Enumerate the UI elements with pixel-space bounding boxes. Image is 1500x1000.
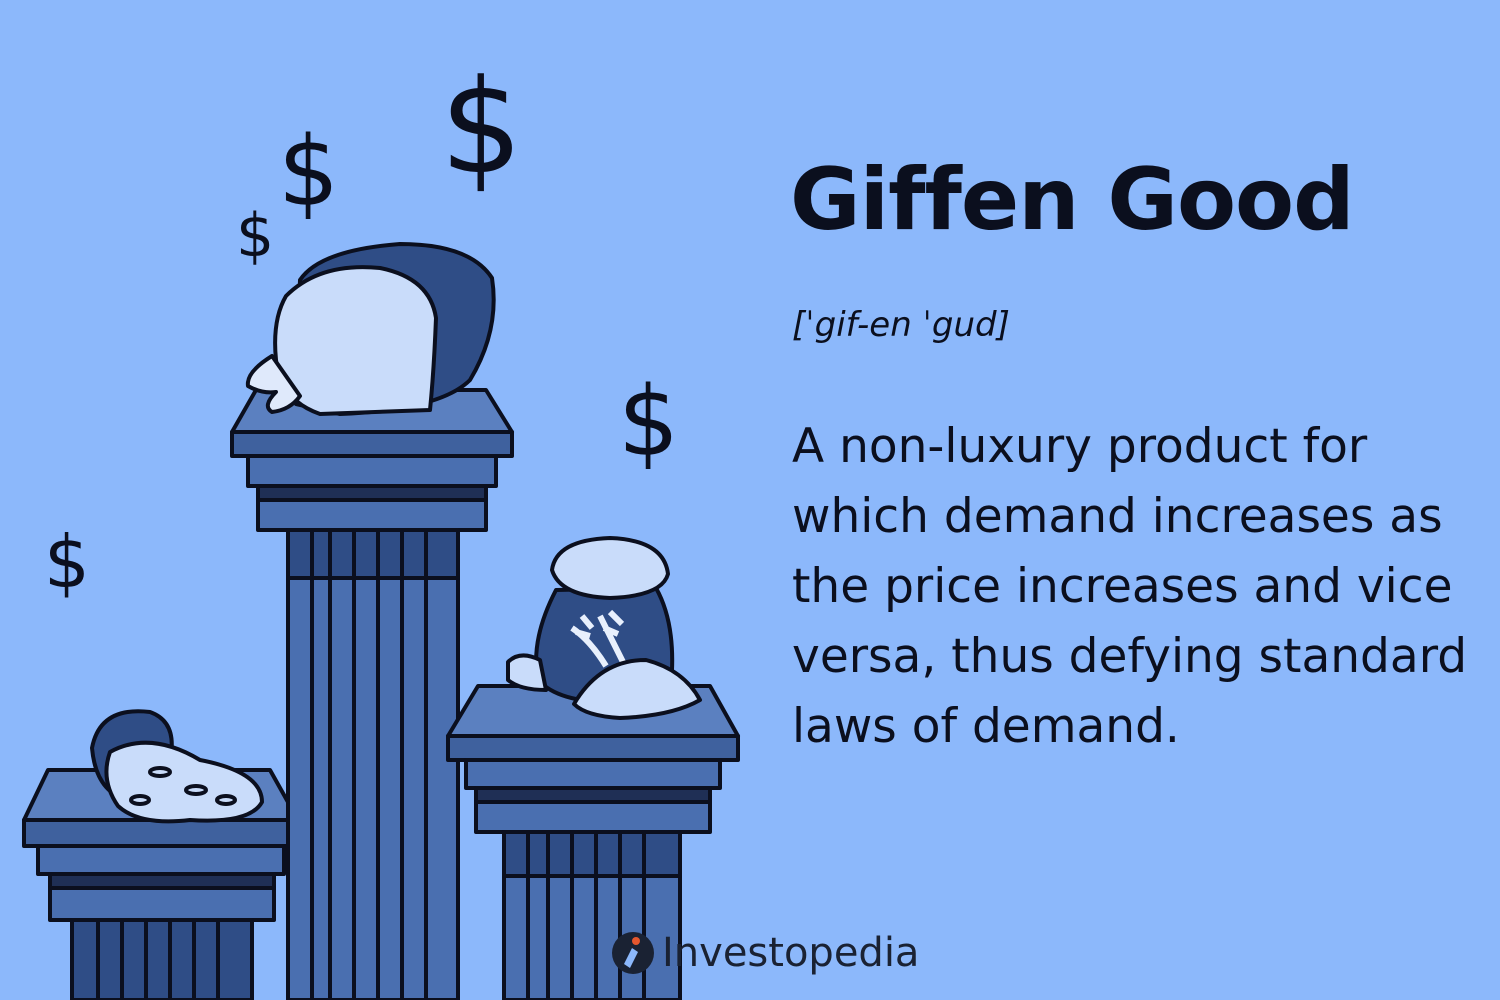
bread-loaf [245,242,496,416]
rice-bag-spilled [90,709,264,824]
pronunciation: [ˈgif-en ˈgud] [792,305,1010,345]
investopedia-icon [612,932,654,974]
definition-text: A non-luxury product for which demand in… [792,419,1468,754]
brand-name: Investopedia [662,930,920,976]
dollar-sign-large: $ [440,51,523,203]
page-title: Giffen Good [790,150,1355,250]
dollar-sign-left: $ [44,520,90,604]
left-pillar [22,768,300,1000]
investopedia-logo: Investopedia [610,930,919,976]
dollar-sign-right: $ [618,366,680,478]
grain-sack [506,536,702,720]
dollar-sign-medium: $ [278,116,340,228]
dollar-sign-small: $ [236,201,275,271]
